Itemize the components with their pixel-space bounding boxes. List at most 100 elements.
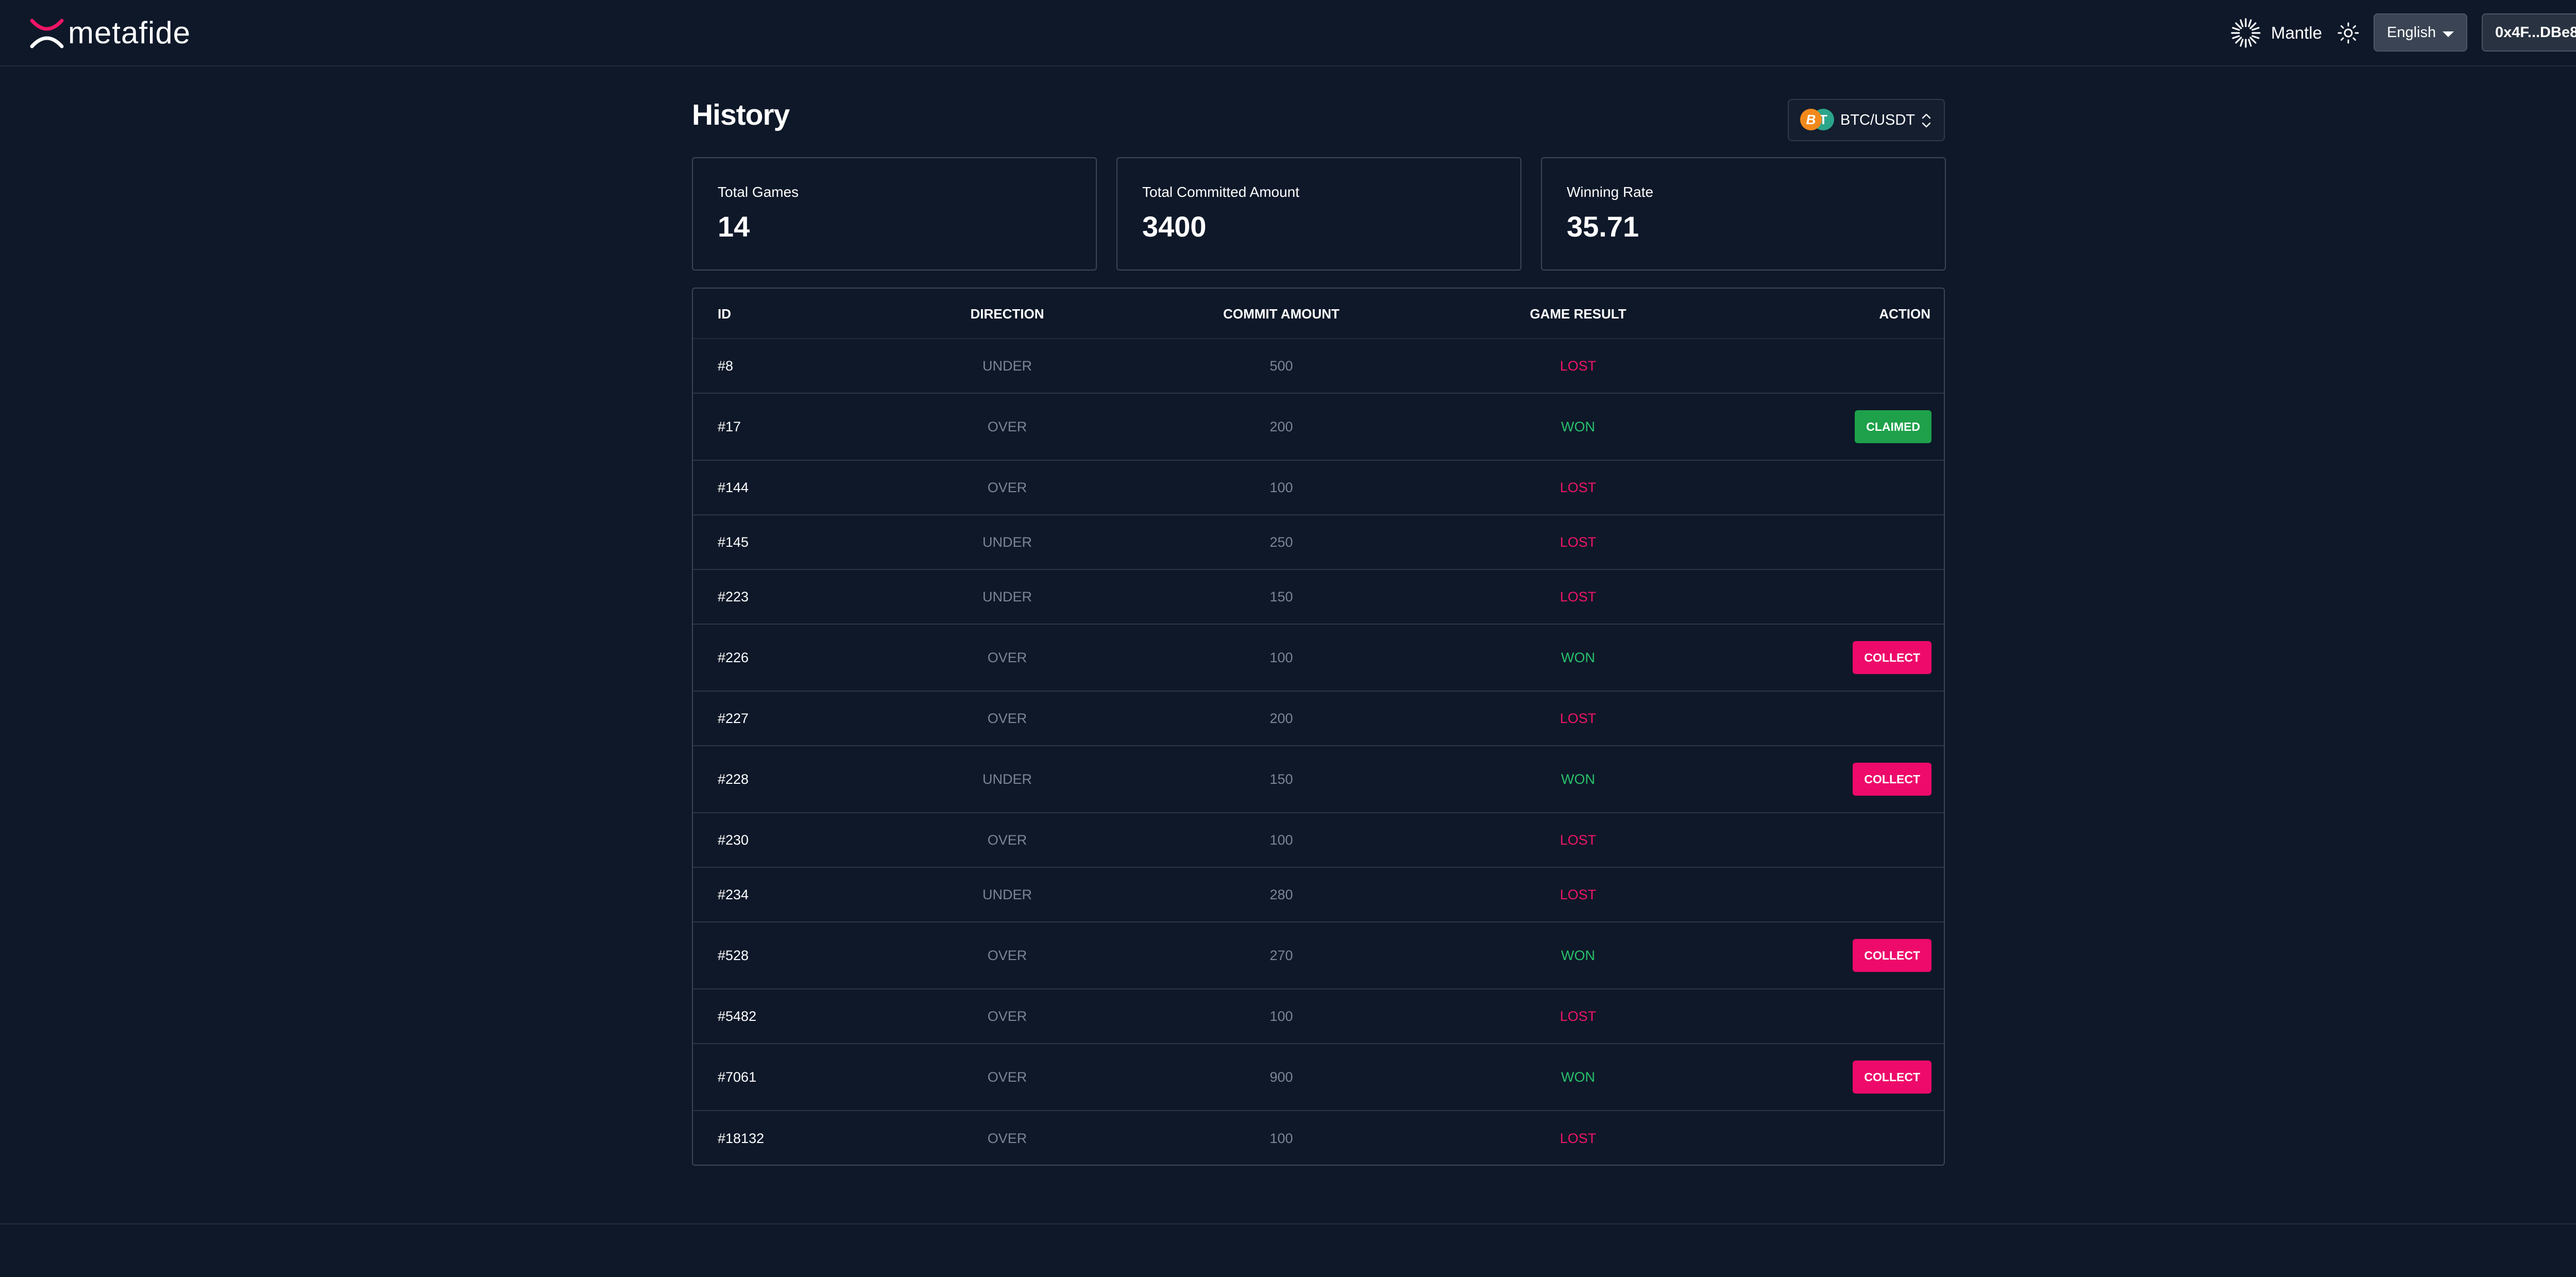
cell-direction: OVER [987,1130,1027,1146]
mantle-icon [2231,18,2261,48]
cell-id: #17 [718,418,741,434]
cell-result: WON [1561,771,1595,787]
header-action: ACTION [1879,306,1930,322]
cell-direction: UNDER [982,886,1032,902]
cell-action: COLLECT [1853,922,1931,988]
cell-amount: 100 [1269,649,1293,665]
cell-amount: 900 [1269,1069,1293,1085]
footer-divider [0,1223,2576,1224]
cell-id: #228 [718,771,749,787]
cell-amount: 270 [1269,947,1293,963]
collect-button[interactable]: COLLECT [1853,763,1931,796]
header-direction: DIRECTION [970,306,1044,322]
cell-id: #230 [718,832,749,848]
cell-direction: OVER [987,1008,1027,1024]
sun-icon[interactable] [2337,22,2360,44]
table-row: #226 OVER 100 WON COLLECT [693,625,1944,692]
cell-result: LOST [1560,479,1597,495]
brand-logo[interactable]: metafide [30,18,191,48]
cell-direction: OVER [987,947,1027,963]
page-title: History [692,98,790,131]
stat-label: Total Games [718,184,799,200]
cell-id: #18132 [718,1130,765,1146]
table-row: #17 OVER 200 WON CLAIMED [693,394,1944,461]
stat-label: Total Committed Amount [1142,184,1300,200]
table-row: #145 UNDER 250 LOST [693,515,1944,570]
pair-select[interactable]: B T BTC/USDT [1788,99,1945,141]
cell-id: #227 [718,710,749,726]
collect-button[interactable]: COLLECT [1853,939,1931,972]
cell-direction: UNDER [982,771,1032,787]
cell-id: #223 [718,589,749,604]
table-row: #7061 OVER 900 WON COLLECT [693,1044,1944,1111]
collect-button[interactable]: COLLECT [1853,641,1931,674]
cell-direction: OVER [987,649,1027,665]
table-row: #227 OVER 200 LOST [693,692,1944,746]
cell-result: LOST [1560,358,1597,374]
cell-action: COLLECT [1853,1044,1931,1110]
cell-direction: UNDER [982,534,1032,550]
cell-amount: 150 [1269,589,1293,604]
stat-value: 3400 [1142,210,1207,243]
top-bar: metafide Mantle English [0,0,2576,66]
collect-button[interactable]: COLLECT [1853,1061,1931,1094]
language-label: English [2387,24,2436,41]
cell-result: LOST [1560,832,1597,848]
table-header: ID DIRECTION COMMIT AMOUNT GAME RESULT A… [693,289,1944,339]
cell-id: #528 [718,947,749,963]
cell-result: WON [1561,418,1595,434]
cell-action: CLAIMED [1855,394,1931,460]
cell-amount: 100 [1269,1008,1293,1024]
cell-direction: OVER [987,1069,1027,1085]
header-game-result: GAME RESULT [1530,306,1626,322]
cell-action: COLLECT [1853,746,1931,812]
cell-amount: 100 [1269,832,1293,848]
network-indicator[interactable]: Mantle [2230,18,2322,48]
stat-value: 35.71 [1567,210,1639,243]
cell-direction: OVER [987,479,1027,495]
claimed-button[interactable]: CLAIMED [1855,410,1931,443]
cell-amount: 250 [1269,534,1293,550]
cell-direction: UNDER [982,358,1032,374]
cell-result: LOST [1560,589,1597,604]
wallet-button[interactable]: 0x4F...DBe8 [2482,13,2576,52]
cell-result: WON [1561,1069,1595,1085]
cell-id: #234 [718,886,749,902]
cell-result: WON [1561,947,1595,963]
table-row: #223 UNDER 150 LOST [693,570,1944,625]
cell-result: WON [1561,649,1595,665]
cell-action: COLLECT [1853,625,1931,691]
cell-result: LOST [1560,886,1597,902]
header-id: ID [718,306,731,322]
stat-card-total-committed: Total Committed Amount 3400 [1116,157,1521,271]
table-row: #230 OVER 100 LOST [693,813,1944,868]
metafide-logo-icon [30,19,64,48]
table-row: #5482 OVER 100 LOST [693,989,1944,1044]
wallet-address: 0x4F...DBe8 [2495,24,2576,41]
cell-amount: 150 [1269,771,1293,787]
stat-value: 14 [718,210,750,243]
cell-id: #226 [718,649,749,665]
pair-label: BTC/USDT [1840,111,1915,128]
table-row: #18132 OVER 100 LOST [693,1111,1944,1165]
stat-label: Winning Rate [1567,184,1654,200]
cell-id: #145 [718,534,749,550]
cell-amount: 100 [1269,479,1293,495]
header-commit-amount: COMMIT AMOUNT [1223,306,1340,322]
table-row: #144 OVER 100 LOST [693,461,1944,515]
stat-card-winning-rate: Winning Rate 35.71 [1541,157,1946,271]
cell-result: LOST [1560,534,1597,550]
table-row: #528 OVER 270 WON COLLECT [693,922,1944,989]
network-label: Mantle [2271,23,2323,42]
cell-result: LOST [1560,710,1597,726]
table-row: #228 UNDER 150 WON COLLECT [693,746,1944,813]
btc-icon: B [1800,109,1822,130]
cell-direction: OVER [987,832,1027,848]
cell-direction: UNDER [982,589,1032,604]
up-down-icon [1922,113,1931,128]
language-select[interactable]: English [2374,13,2467,52]
brand-name: metafide [68,15,191,50]
cell-amount: 280 [1269,886,1293,902]
cell-amount: 200 [1269,710,1293,726]
cell-amount: 200 [1269,418,1293,434]
